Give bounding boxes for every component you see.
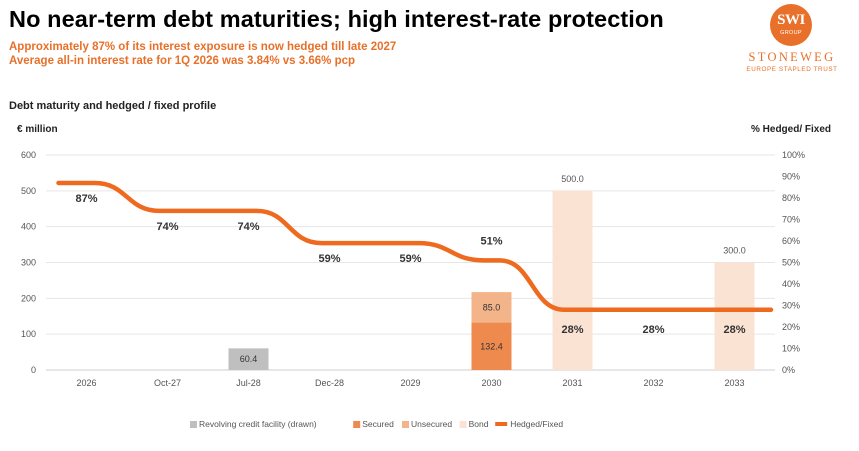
slide-title: No near-term debt maturities; high inter… [9,6,664,32]
bar-value-label: 85.0 [483,302,501,312]
x-tick-label: 2029 [400,378,420,388]
slide-subtitle-hedged: Approximately 87% of its interest exposu… [9,41,397,53]
x-tick-label: Jul-28 [236,378,261,388]
y-left-tick-label: 400 [21,222,36,232]
y-left-tick-label: 0 [31,365,36,375]
x-tick-label: 2030 [481,378,501,388]
y-left-tick-label: 500 [21,186,36,196]
x-tick-label: 2033 [724,378,744,388]
y-right-tick-label: 50% [782,258,800,268]
y-axis-right-label: % Hedged/ Fixed [751,124,832,135]
y-axis-left-label: € million [17,124,58,135]
y-right-tick-label: 60% [782,236,800,246]
y-left-tick-label: 100 [21,329,36,339]
legend-label: Hedged/Fixed [510,419,563,429]
logo-circle: SWI GROUP [770,4,812,46]
hedged-pct-label: 59% [399,253,421,265]
y-right-tick-label: 20% [782,322,800,332]
bar-revolving [228,348,269,370]
y-right-tick-label: 100% [782,150,805,160]
hedged-pct-label: 28% [723,324,745,336]
y-left-tick-label: 300 [21,258,36,268]
hedged-pct-label: 87% [75,193,97,205]
x-tick-label: Dec-28 [315,378,344,388]
legend-swatch-unsecured [402,421,409,428]
x-tick-label: 2026 [76,378,96,388]
x-tick-label: Oct-27 [154,378,181,388]
y-right-tick-label: 40% [782,279,800,289]
y-right-tick-label: 80% [782,193,800,203]
logo-name: STONEWEG [748,50,836,64]
legend-swatch-revolving [190,421,197,428]
hedged-pct-label: 59% [318,253,340,265]
bar-secured [471,322,512,370]
legend-label: Revolving credit facility (drawn) [199,419,317,429]
logo-subname: EUROPE STAPLED TRUST [746,66,838,73]
hedged-pct-label: 28% [561,324,583,336]
slide-subtitle-interest-rate: Average all-in interest rate for 1Q 2026… [9,55,356,67]
hedged-pct-label: 74% [237,221,259,233]
hedged-pct-label: 51% [480,235,502,247]
hedged-pct-label: 28% [642,324,664,336]
x-tick-label: 2032 [643,378,663,388]
hedged-fixed-line [56,180,774,313]
chart-title: Debt maturity and hedged / fixed profile [9,100,217,112]
y-right-tick-label: 90% [782,172,800,182]
bar-value-label: 132.4 [480,341,503,351]
hedged-pct-label: 74% [156,221,178,233]
company-logo: SWI GROUP STONEWEG EUROPE STAPLED TRUST [742,4,842,76]
y-right-tick-label: 10% [782,344,800,354]
y-right-tick-label: 30% [782,301,800,311]
y-right-tick-label: 70% [782,215,800,225]
y-left-tick-label: 600 [21,150,36,160]
legend-label: Unsecured [411,419,452,429]
bar-value-label: 500.0 [561,174,584,184]
bar-value-label: 60.4 [240,354,258,364]
bar-unsecured [471,292,512,323]
logo-mark: SWI [777,12,805,28]
y-left-tick-label: 200 [21,293,36,303]
y-right-tick-label: 0% [782,365,795,375]
legend-label: Secured [362,419,394,429]
legend-swatch-bond [459,421,467,428]
bar-bond [552,190,593,370]
legend-swatch-secured [353,421,361,428]
bar-bond [714,262,755,370]
bar-value-label: 300.0 [723,246,746,256]
x-tick-label: 2031 [562,378,582,388]
legend-label: Bond [469,419,489,429]
logo-group: GROUP [780,30,802,36]
